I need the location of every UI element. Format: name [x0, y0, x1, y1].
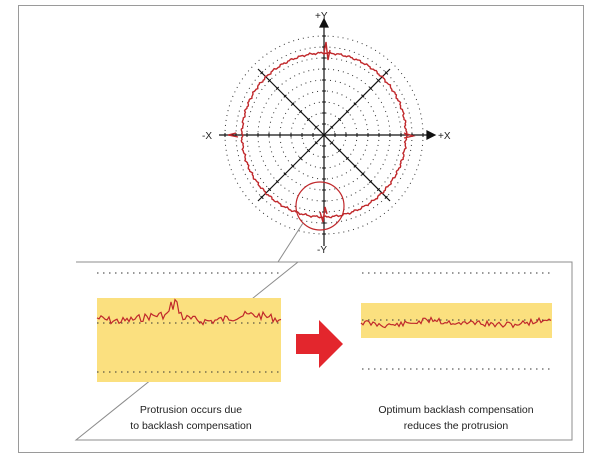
magnifier-circle: [295, 181, 345, 231]
axis-tick: [299, 156, 303, 160]
axis-tick: [267, 78, 272, 83]
axis-tick: [376, 78, 381, 83]
main-axes: [219, 17, 437, 246]
axis-tick: [330, 141, 334, 145]
axis-tick: [353, 164, 357, 168]
axis-tick: [345, 156, 349, 160]
right-waveform: [360, 316, 552, 329]
axis-tick: [361, 94, 365, 98]
axis-tick: [337, 148, 342, 153]
right-caption-line1: Optimum backlash compensation: [378, 404, 534, 416]
axis-tick: [291, 102, 295, 106]
callout-pointer: [277, 222, 304, 263]
y-axis-arrowhead: [319, 17, 329, 28]
protrusion-bottom: [319, 206, 328, 223]
circularity-trace: [240, 51, 408, 219]
axis-tick: [369, 180, 373, 184]
left-waveform: [96, 298, 282, 326]
right-caption-line2: reduces the protrusion: [403, 420, 509, 432]
axis-tick: [267, 187, 272, 192]
x-axis-arrowhead: [426, 130, 437, 140]
left-caption: Protrusion occurs due to backlash compen…: [96, 402, 286, 434]
axis-tick: [275, 180, 279, 184]
protrusion-right: [403, 132, 416, 139]
axis-tick: [345, 110, 349, 114]
protrusion-top: [323, 41, 331, 61]
axis-tick: [384, 71, 388, 75]
axis-tick: [260, 195, 264, 199]
axis-tick: [369, 86, 373, 90]
axis-tick: [299, 110, 303, 114]
axis-label-pos-y: +Y: [315, 11, 328, 22]
axis-label-pos-x: +X: [438, 131, 451, 142]
axis-tick: [275, 86, 279, 90]
left-highlight-band: [97, 298, 281, 382]
axis-ticks: [224, 35, 424, 235]
left-waveform-panel: [96, 272, 282, 382]
axis-label-neg-x: -X: [202, 131, 212, 142]
axis-tick: [384, 195, 388, 199]
left-caption-line2: to backlash compensation: [130, 420, 252, 432]
right-caption: Optimum backlash compensation reduces th…: [345, 402, 567, 434]
axis-tick: [291, 164, 295, 168]
axis-tick: [314, 141, 318, 145]
axis-tick: [283, 172, 287, 176]
axis-tick: [260, 71, 264, 75]
axis-tick: [376, 187, 381, 192]
axis-tick: [314, 125, 318, 129]
axis-label-neg-y: -Y: [317, 245, 327, 256]
axis-tick: [330, 125, 334, 129]
axis-tick: [283, 94, 287, 98]
axis-tick: [306, 117, 311, 122]
right-arrow-icon: [296, 320, 343, 368]
axis-tick: [306, 148, 311, 153]
axis-tick: [361, 172, 365, 176]
left-caption-line1: Protrusion occurs due: [139, 404, 243, 416]
right-waveform-panel: [360, 272, 552, 370]
trace-protrusions: [227, 41, 416, 223]
axis-tick: [353, 102, 357, 106]
axis-tick: [337, 117, 342, 122]
protrusion-left: [227, 132, 239, 138]
